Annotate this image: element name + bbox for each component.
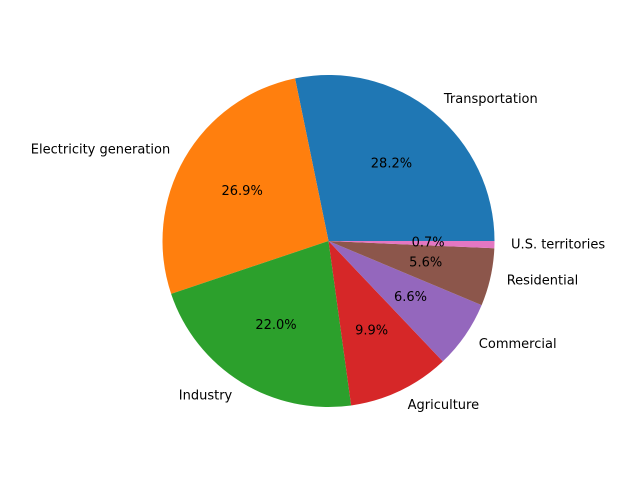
slice-commercial <box>328 241 482 362</box>
slice-label-u-s-territories: U.S. territories <box>511 238 605 253</box>
slice-electricity-generation <box>162 78 329 294</box>
slice-label-agriculture: Agriculture <box>408 398 480 413</box>
slice-label-transportation: Transportation <box>443 92 538 107</box>
slice-label-commercial: Commercial <box>479 337 557 352</box>
slices-layer <box>162 74 495 408</box>
pct-label-industry: 22.0% <box>255 318 296 333</box>
slice-transportation <box>295 74 495 241</box>
pct-label-u-s-territories: 0.7% <box>412 236 445 251</box>
pct-label-electricity-generation: 26.9% <box>222 184 263 199</box>
pct-label-residential: 5.6% <box>409 255 442 270</box>
slice-residential <box>328 241 495 306</box>
slice-label-residential: Residential <box>507 273 579 288</box>
pct-label-commercial: 6.6% <box>394 290 427 305</box>
slice-label-electricity-generation: Electricity generation <box>31 142 170 157</box>
slice-u-s-territories <box>328 241 495 249</box>
pct-label-transportation: 28.2% <box>371 156 412 171</box>
pct-label-agriculture: 9.9% <box>355 323 388 338</box>
labels-layer: Transportation 28.2% Electricity generatio… <box>31 92 606 413</box>
slice-industry <box>171 241 352 408</box>
slice-agriculture <box>328 241 443 406</box>
slice-label-industry: Industry <box>179 389 233 404</box>
